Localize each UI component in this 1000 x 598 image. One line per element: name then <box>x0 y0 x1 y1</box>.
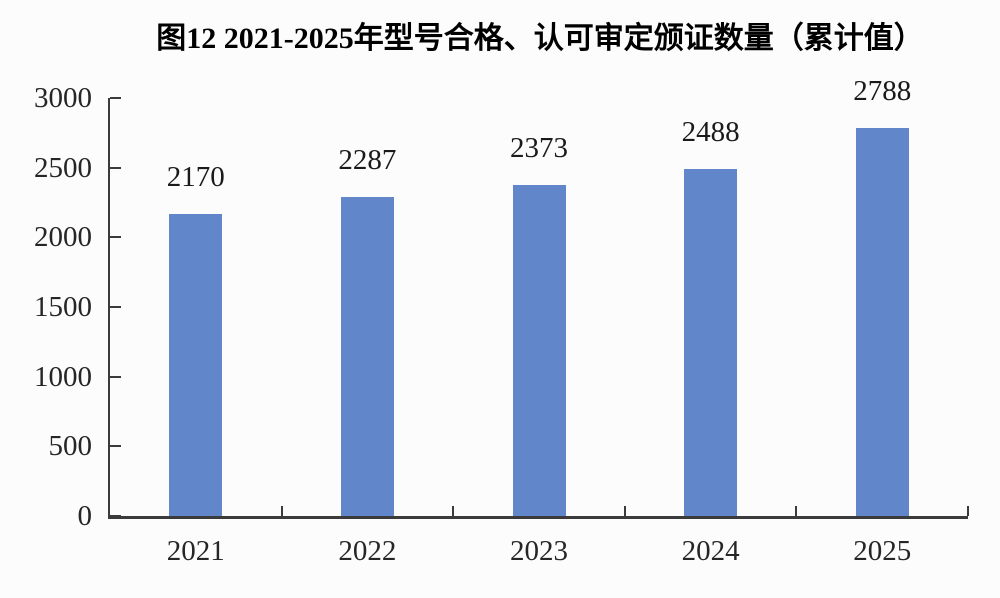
y-axis-label: 2000 <box>34 221 92 254</box>
x-axis-label: 2024 <box>681 535 740 567</box>
y-axis-label: 1500 <box>34 291 92 323</box>
x-axis-tick <box>623 506 626 516</box>
x-axis-tick <box>280 506 283 516</box>
bar <box>684 169 738 516</box>
bar-value-label: 2373 <box>510 132 568 164</box>
y-axis-tick <box>110 306 121 308</box>
y-axis-label: 3000 <box>34 82 92 114</box>
x-axis-label: 2021 <box>166 535 225 567</box>
x-axis-label: 2023 <box>510 535 568 567</box>
bar-value-label: 2488 <box>681 116 740 148</box>
chart-title: 图12 2021-2025年型号合格、认可审定颁证数量（累计值） <box>156 22 924 55</box>
y-axis-tick <box>110 166 121 169</box>
bar-value-label: 2287 <box>338 144 397 176</box>
y-axis-tick <box>110 515 121 517</box>
x-axis-tick <box>795 506 798 516</box>
y-axis-label: 500 <box>48 430 93 463</box>
y-axis-tick <box>110 445 121 448</box>
bar <box>512 185 566 516</box>
x-axis-tick <box>452 506 455 516</box>
y-axis-tick <box>110 236 121 239</box>
y-axis-label: 2500 <box>34 151 92 184</box>
x-axis-label: 2022 <box>338 535 397 567</box>
bar-value-label: 2788 <box>853 75 912 107</box>
x-axis-label: 2025 <box>853 535 912 567</box>
bar <box>169 214 223 516</box>
bar <box>855 128 909 516</box>
x-axis-tick <box>967 506 969 516</box>
y-axis-label: 1000 <box>34 360 92 393</box>
bar <box>340 197 394 516</box>
y-axis-label: 0 <box>77 500 93 532</box>
y-axis-tick <box>110 97 121 99</box>
plot-area: 2170 2287 2373 2488 2788 <box>108 76 969 519</box>
y-axis-labels: 0 500 1000 1500 2000 2500 3000 <box>0 0 92 598</box>
y-axis-tick <box>110 375 121 378</box>
bar-value-label: 2170 <box>166 161 225 193</box>
